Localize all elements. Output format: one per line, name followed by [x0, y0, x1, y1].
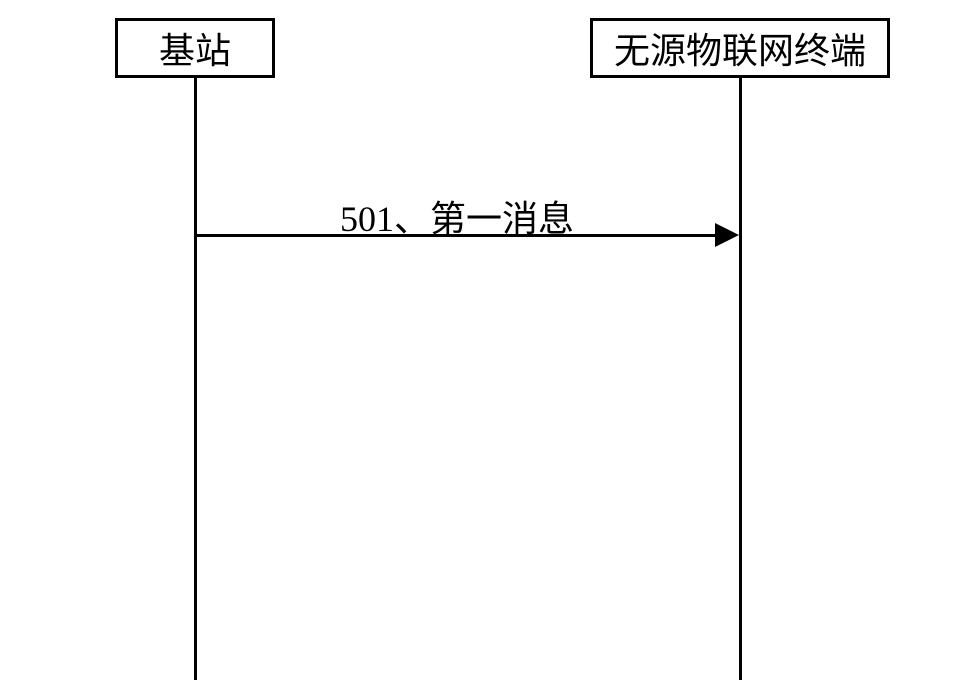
lifeline-base-station	[194, 78, 197, 680]
participant-label-base-station: 基站	[159, 22, 231, 74]
message-label-501: 501、第一消息	[340, 190, 574, 242]
participant-label-passive-iot-terminal: 无源物联网终端	[614, 22, 866, 74]
arrow-head-501	[715, 223, 739, 247]
lifeline-passive-iot-terminal	[739, 78, 742, 680]
participant-box-base-station: 基站	[115, 18, 275, 78]
participant-box-passive-iot-terminal: 无源物联网终端	[590, 18, 890, 78]
